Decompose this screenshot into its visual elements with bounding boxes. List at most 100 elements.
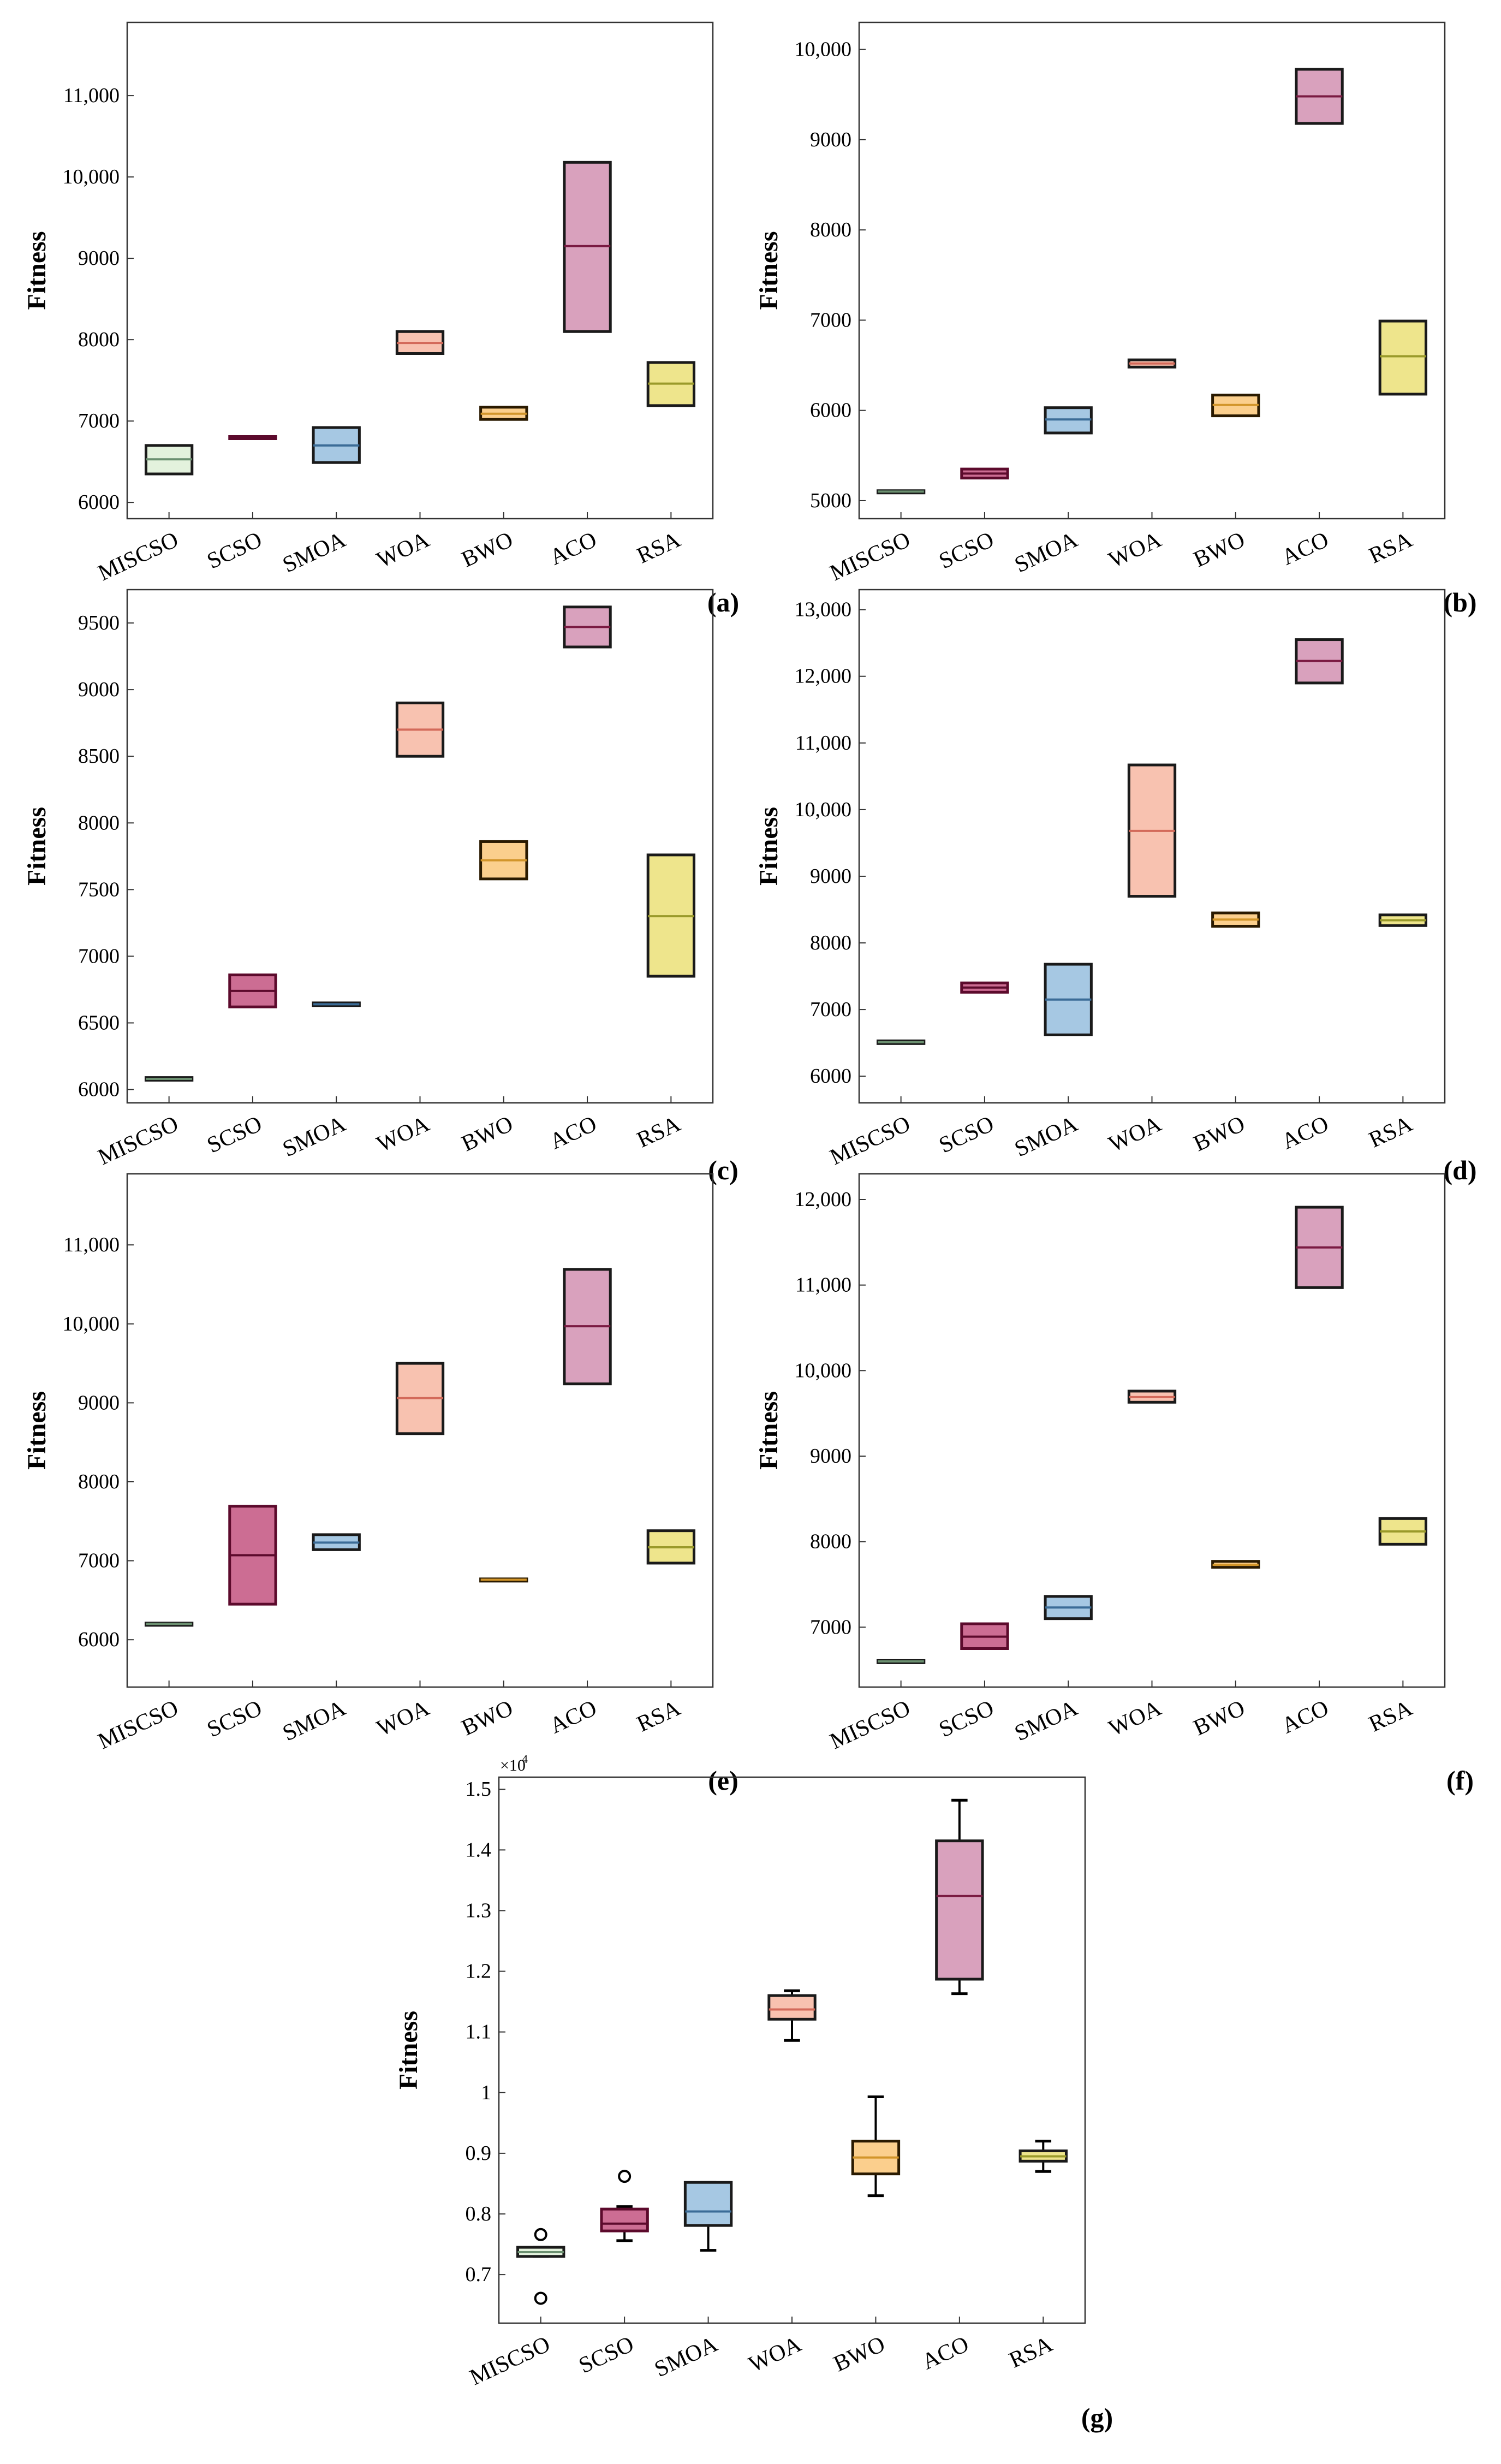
panel-label: (e) [708,1765,738,1796]
plot-frame [126,589,714,1104]
y-tick-label: 10,000 [795,38,852,61]
x-category-label: MISCSO [94,1695,182,1754]
y-exponent-power: 4 [522,1752,528,1766]
y-tick-label: 1 [481,2081,491,2104]
x-category-label: BWO [458,1111,517,1156]
y-tick-label: 7000 [78,1549,120,1572]
outlier-point [534,2291,547,2305]
chart-panel-2: 5000 6000 7000 8000 9000 10,000 Fitness MISCSO S… [754,21,1477,618]
x-category-label: MISCSO [94,527,182,586]
y-tick-label: 9000 [78,1391,120,1414]
x-category-label: MISCSO [826,1111,914,1170]
x-category-label: MISCSO [466,2331,554,2390]
y-tick-label: 8000 [810,1530,851,1553]
y-axis-label: Fitness [22,807,51,886]
x-category-label: ACO [546,1695,600,1738]
chart-panel-7: 0.7 0.8 0.9 1 1.1 1.2 1.3 1.4 1.5 ×104 Fitness MISC… [394,1752,1113,2433]
y-tick-label: 6000 [810,1065,851,1088]
x-category-label: SCSO [575,2331,638,2378]
x-category-label: WOA [1105,1695,1165,1741]
y-tick-label: 6000 [78,1078,120,1101]
x-category-label: SCSO [935,527,998,574]
y-tick-label: 0.7 [466,2263,492,2286]
x-category-label: SMOA [1011,527,1082,578]
plot-frame [858,1173,1446,1688]
y-axis-label: Fitness [22,231,51,310]
box [683,2181,733,2227]
plot-frame [126,21,714,520]
x-category-label: MISCSO [826,1695,914,1754]
chart-panel-5: 6000 7000 8000 9000 10,000 11,000 Fitness MISCS… [22,1173,738,1796]
x-category-label: ACO [1278,527,1332,570]
panel-label: (g) [1081,2402,1113,2433]
y-tick-label: 1.2 [466,1960,492,1983]
x-category-label: RSA [633,527,684,569]
x-category-label: WOA [373,1695,433,1741]
y-tick-label: 11,000 [63,84,120,107]
x-category-label: BWO [458,527,517,572]
x-category-label: BWO [830,2331,889,2377]
chart-panel-6: 7000 8000 9000 10,000 11,000 12,000 Fitness MIS… [754,1173,1474,1796]
y-tick-label: 0.9 [466,2142,492,2165]
y-tick-label: 12,000 [795,665,852,688]
y-tick-label: 1.1 [466,2021,492,2044]
chart-panel-4: 6000 7000 8000 9000 10,000 11,000 12,000 13,000… [754,589,1477,1185]
x-category-label: RSA [1365,1111,1416,1153]
y-tick-label: 9000 [810,865,851,888]
y-tick-label: 7500 [78,878,120,901]
x-category-label: SMOA [1011,1111,1082,1162]
x-category-label: ACO [546,527,600,570]
plot-frame [858,21,1446,520]
y-tick-label: 10,000 [795,798,852,821]
x-category-label: WOA [373,527,433,573]
y-axis-label: Fitness [22,1391,51,1470]
x-category-label: ACO [1278,1111,1332,1154]
y-tick-label: 1.5 [466,1778,492,1801]
x-category-label: SMOA [651,2331,722,2382]
y-tick-label: 8000 [78,811,120,834]
y-tick-label: 8000 [810,931,851,954]
x-category-label: WOA [373,1111,433,1157]
y-tick-label: 9000 [810,1445,851,1468]
x-category-label: SMOA [279,1111,350,1162]
x-category-label: SCSO [935,1111,998,1158]
panel-label: (d) [1443,1155,1476,1185]
y-tick-label: 12,000 [795,1188,852,1211]
y-tick-label: 1.4 [466,1838,492,1861]
y-tick-label: 9000 [78,247,120,270]
x-category-label: RSA [1005,2331,1057,2373]
y-tick-label: 11,000 [63,1233,120,1256]
y-tick-label: 10,000 [63,165,120,188]
y-tick-label: 9000 [78,678,120,701]
x-category-label: WOA [745,2331,806,2377]
x-category-label: BWO [1190,527,1249,572]
box [600,2207,649,2233]
y-axis-label: Fitness [754,231,783,310]
y-axis-label: Fitness [754,1391,783,1470]
x-category-label: SCSO [935,1695,998,1742]
y-tick-label: 7000 [810,308,851,331]
x-category-label: WOA [1105,527,1165,573]
y-tick-label: 10,000 [795,1359,852,1382]
x-category-label: ACO [918,2331,973,2374]
x-category-label: SCSO [203,1111,266,1158]
x-category-label: RSA [1365,1695,1416,1737]
x-category-label: SCSO [203,1695,266,1742]
x-category-label: RSA [633,1695,684,1737]
x-category-label: SCSO [203,527,266,574]
x-category-label: SMOA [279,527,350,578]
y-exponent-label: ×10 [500,1756,526,1774]
x-category-label: MISCSO [826,527,914,586]
outlier-point [618,2170,632,2183]
chart-panel-3: 6000 6500 7000 7500 8000 8500 9000 9500 Fitness M… [22,589,738,1185]
y-tick-label: 1.3 [466,1899,492,1922]
y-tick-label: 7000 [810,998,851,1021]
y-tick-label: 6500 [78,1012,120,1035]
outlier-point [534,2228,547,2241]
panel-label: (b) [1443,587,1476,618]
x-category-label: RSA [1365,527,1416,569]
box [1378,319,1428,396]
x-category-label: SMOA [1011,1695,1082,1746]
y-tick-label: 8000 [810,218,851,241]
plot-frame [498,1776,1086,2324]
